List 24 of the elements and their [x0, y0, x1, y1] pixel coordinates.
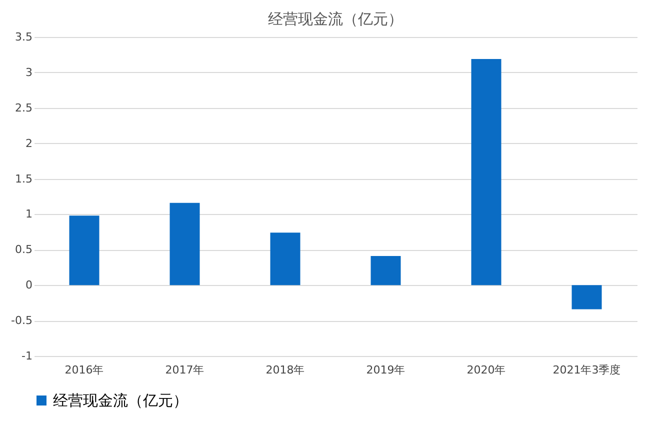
- y-tick-label: 3.5: [15, 30, 32, 44]
- y-tick-label: 2: [26, 136, 32, 150]
- bar: [69, 216, 100, 286]
- y-tick-label: 1: [26, 208, 32, 221]
- y-tick-label: 3: [26, 66, 32, 79]
- x-tick-label: 2018年: [266, 364, 305, 376]
- y-tick-label: 0: [26, 278, 32, 292]
- x-tick-label: 2019年: [366, 364, 406, 376]
- x-tick-label: 2020年: [466, 364, 506, 376]
- bar: [370, 256, 401, 286]
- x-tick-label: 2021年3季度: [552, 364, 621, 376]
- x-tick-label: 2017年: [165, 364, 204, 376]
- y-tick-label: -0.5: [11, 314, 32, 328]
- chart-title: 经营现金流（亿元）: [268, 10, 403, 28]
- y-tick-label: 2.5: [15, 101, 32, 114]
- y-tick-label: 0.5: [15, 243, 32, 256]
- bar: [572, 285, 602, 310]
- bar: [170, 202, 200, 286]
- bar: [471, 58, 502, 286]
- y-tick-label: 1.5: [15, 172, 32, 186]
- bar: [270, 232, 300, 286]
- y-tick-label: -1: [22, 350, 32, 362]
- legend-label: 经营现金流（亿元）: [53, 392, 188, 410]
- x-tick-label: 2016年: [64, 364, 104, 376]
